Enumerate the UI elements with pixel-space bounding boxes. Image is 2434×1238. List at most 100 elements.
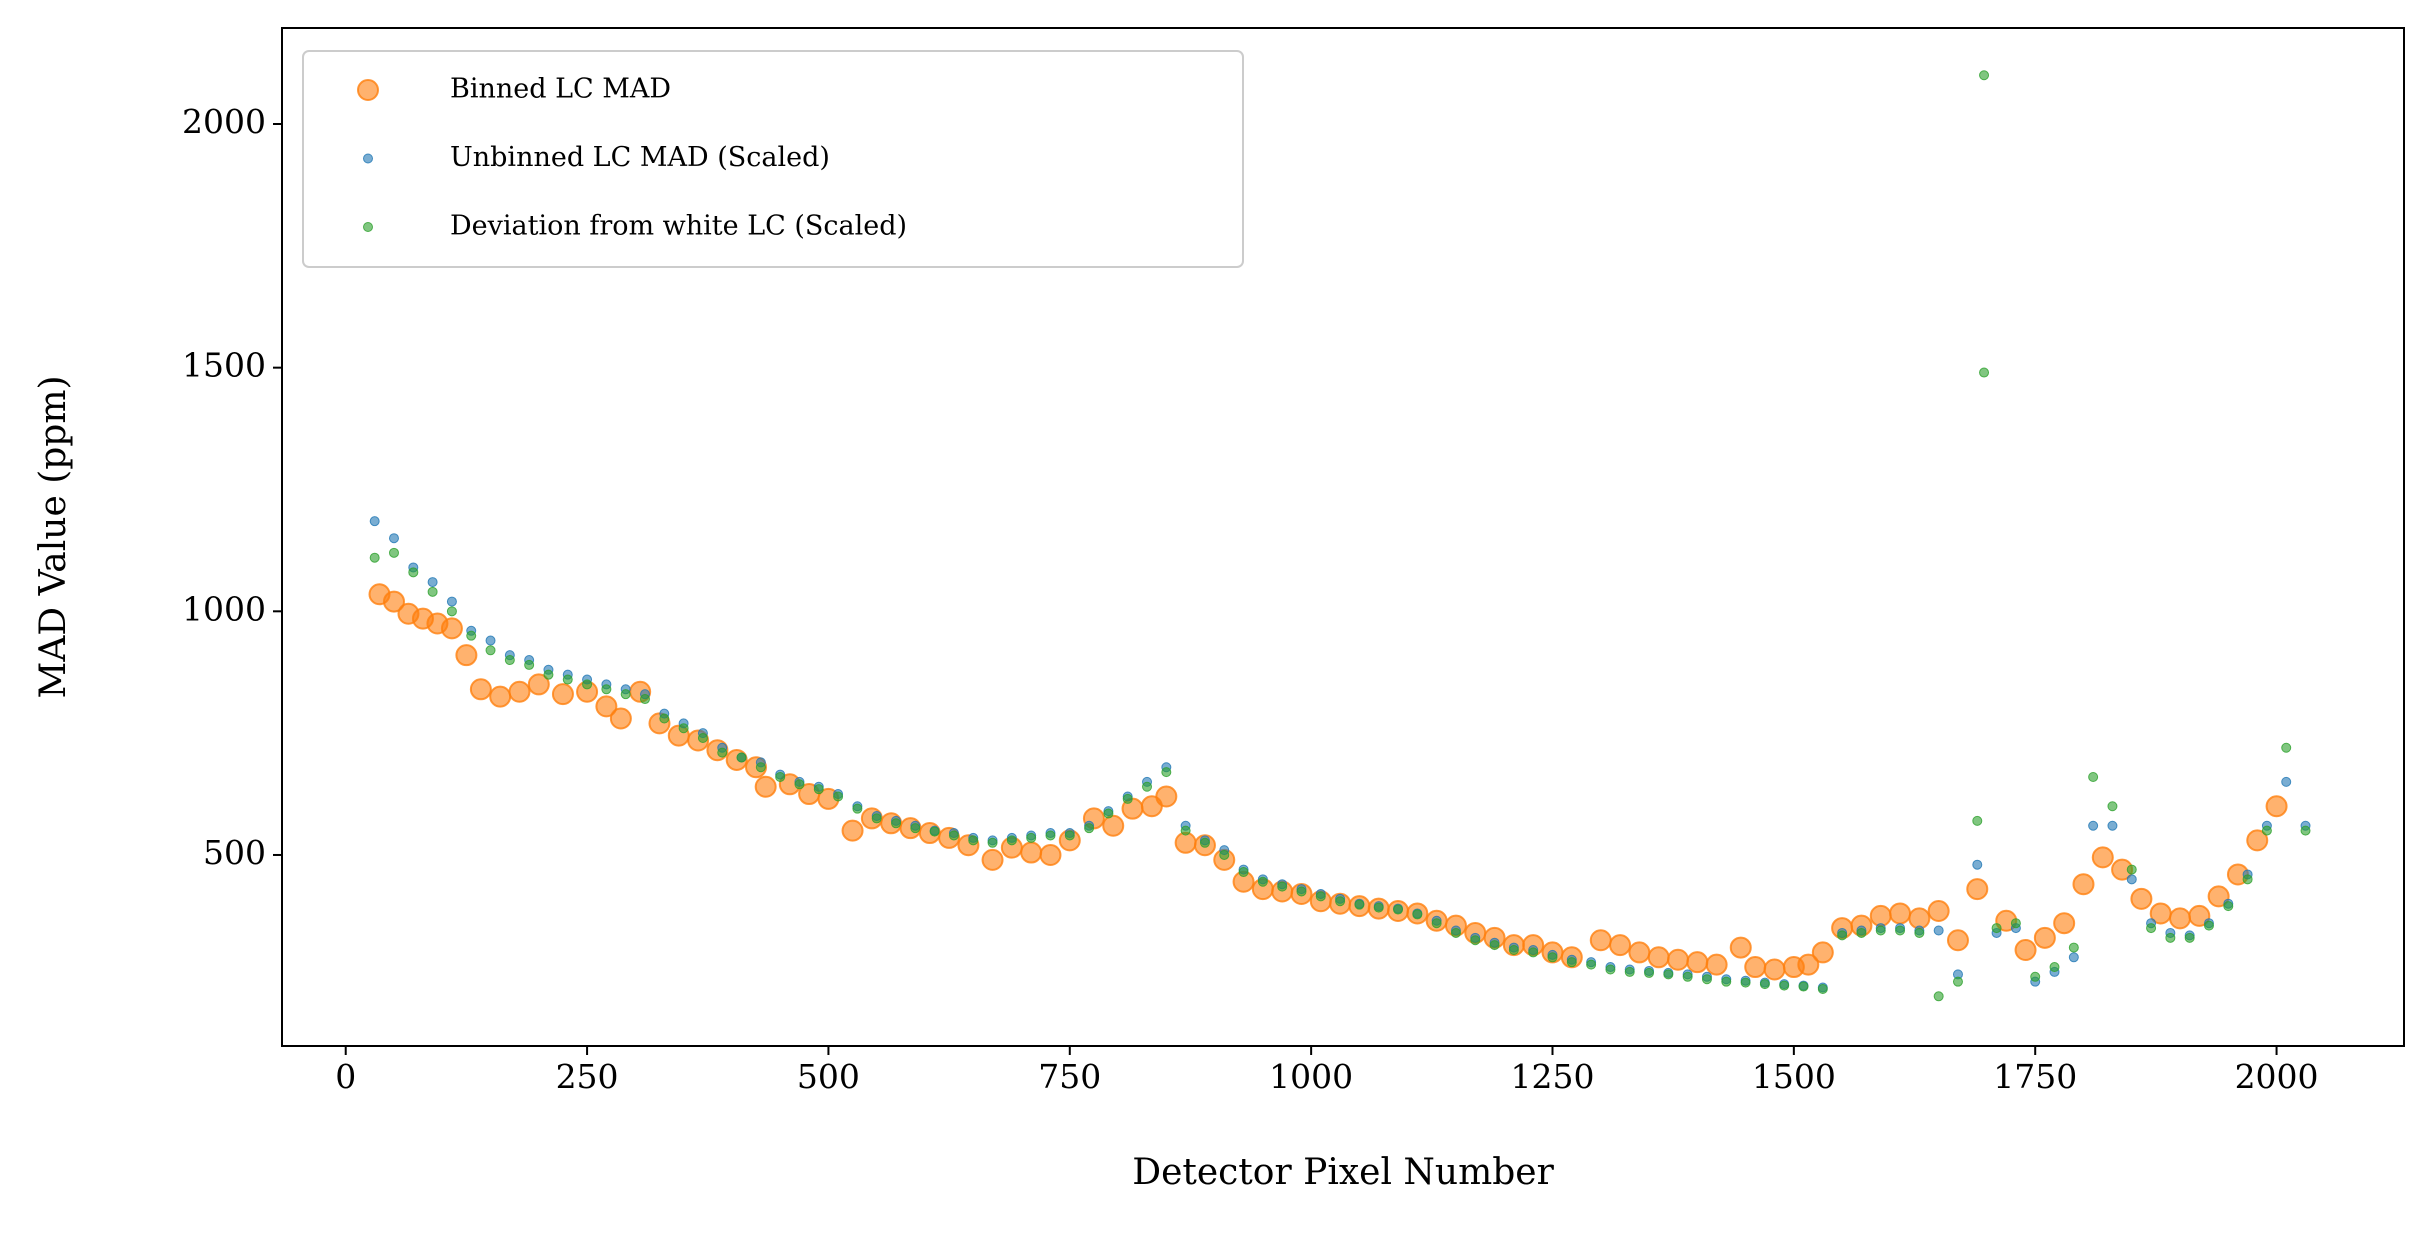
y-tick-label: 2000 — [182, 102, 266, 141]
point — [2203, 920, 2214, 931]
point — [736, 752, 747, 763]
point — [1972, 815, 1983, 826]
point — [2300, 825, 2311, 836]
point — [1566, 957, 1577, 968]
point — [469, 678, 492, 701]
point — [388, 547, 399, 558]
point — [1547, 952, 1558, 963]
point — [2146, 923, 2157, 934]
point — [1682, 971, 1693, 982]
point — [1705, 953, 1728, 976]
point — [489, 685, 512, 708]
point — [524, 659, 535, 670]
point — [1875, 925, 1886, 936]
point — [1837, 930, 1848, 941]
point — [485, 635, 496, 646]
point — [382, 590, 405, 613]
point — [1946, 929, 1969, 952]
point — [2030, 971, 2041, 982]
point — [841, 819, 864, 842]
point — [968, 835, 979, 846]
point — [1933, 925, 1944, 936]
point — [1811, 941, 1834, 964]
x-axis-label: Detector Pixel Number — [1132, 1152, 1554, 1193]
x-tick-label: 250 — [556, 1057, 619, 1096]
y-axis-label: MAD Value (ppm) — [33, 375, 74, 698]
x-tick-label: 1250 — [1511, 1057, 1595, 1096]
point — [813, 784, 824, 795]
data-points — [368, 70, 2311, 1002]
point — [2281, 742, 2292, 753]
point — [2188, 904, 2211, 927]
point — [2088, 820, 2099, 831]
point — [1952, 976, 1963, 987]
point — [755, 762, 766, 773]
point — [1020, 841, 1043, 864]
point — [659, 713, 670, 724]
point — [1470, 935, 1481, 946]
x-tick-label: 2000 — [2235, 1057, 2319, 1096]
point — [891, 818, 902, 829]
point — [1354, 899, 1365, 910]
point — [1528, 947, 1539, 958]
point — [1122, 793, 1133, 804]
x-tick-label: 500 — [797, 1057, 860, 1096]
point — [678, 723, 689, 734]
point — [1979, 70, 1990, 81]
point — [1744, 956, 1767, 979]
point — [466, 630, 477, 641]
point — [2072, 873, 2095, 896]
legend-marker — [363, 222, 373, 232]
point — [1889, 902, 1912, 925]
point — [2010, 918, 2021, 929]
point — [1174, 831, 1197, 854]
point — [2088, 772, 2099, 783]
point — [446, 606, 457, 617]
point — [833, 791, 844, 802]
point — [1966, 878, 1989, 901]
point — [2169, 907, 2192, 930]
point — [369, 516, 380, 527]
point — [2130, 887, 2153, 910]
point — [1817, 983, 1828, 994]
point — [408, 567, 419, 578]
point — [2107, 820, 2118, 831]
point — [1199, 837, 1210, 848]
point — [1026, 832, 1037, 843]
point — [754, 775, 777, 798]
point — [1972, 859, 1983, 870]
point — [609, 707, 632, 730]
point — [595, 695, 618, 718]
point — [697, 733, 708, 744]
point — [1609, 934, 1632, 957]
point — [388, 533, 399, 544]
point — [639, 694, 650, 705]
point — [794, 779, 805, 790]
point — [871, 813, 882, 824]
point — [1393, 904, 1404, 915]
point — [1729, 936, 1752, 959]
x-tick-label: 1750 — [1993, 1057, 2077, 1096]
point — [1644, 967, 1655, 978]
point — [1721, 976, 1732, 987]
point — [1180, 825, 1191, 836]
point — [440, 617, 463, 640]
point — [1605, 964, 1616, 975]
point — [1628, 941, 1651, 964]
point — [1740, 977, 1751, 988]
point — [1686, 951, 1709, 974]
point — [562, 674, 573, 685]
point — [1856, 927, 1867, 938]
point — [504, 655, 515, 666]
legend-label: Deviation from white LC (Scaled) — [450, 211, 907, 242]
point — [2068, 942, 2079, 953]
point — [1045, 830, 1056, 841]
point — [1869, 904, 1892, 927]
point — [1908, 907, 1931, 930]
point — [2207, 885, 2230, 908]
point — [1412, 909, 1423, 920]
point — [1450, 927, 1461, 938]
point — [1979, 367, 1990, 378]
point — [1508, 944, 1519, 955]
